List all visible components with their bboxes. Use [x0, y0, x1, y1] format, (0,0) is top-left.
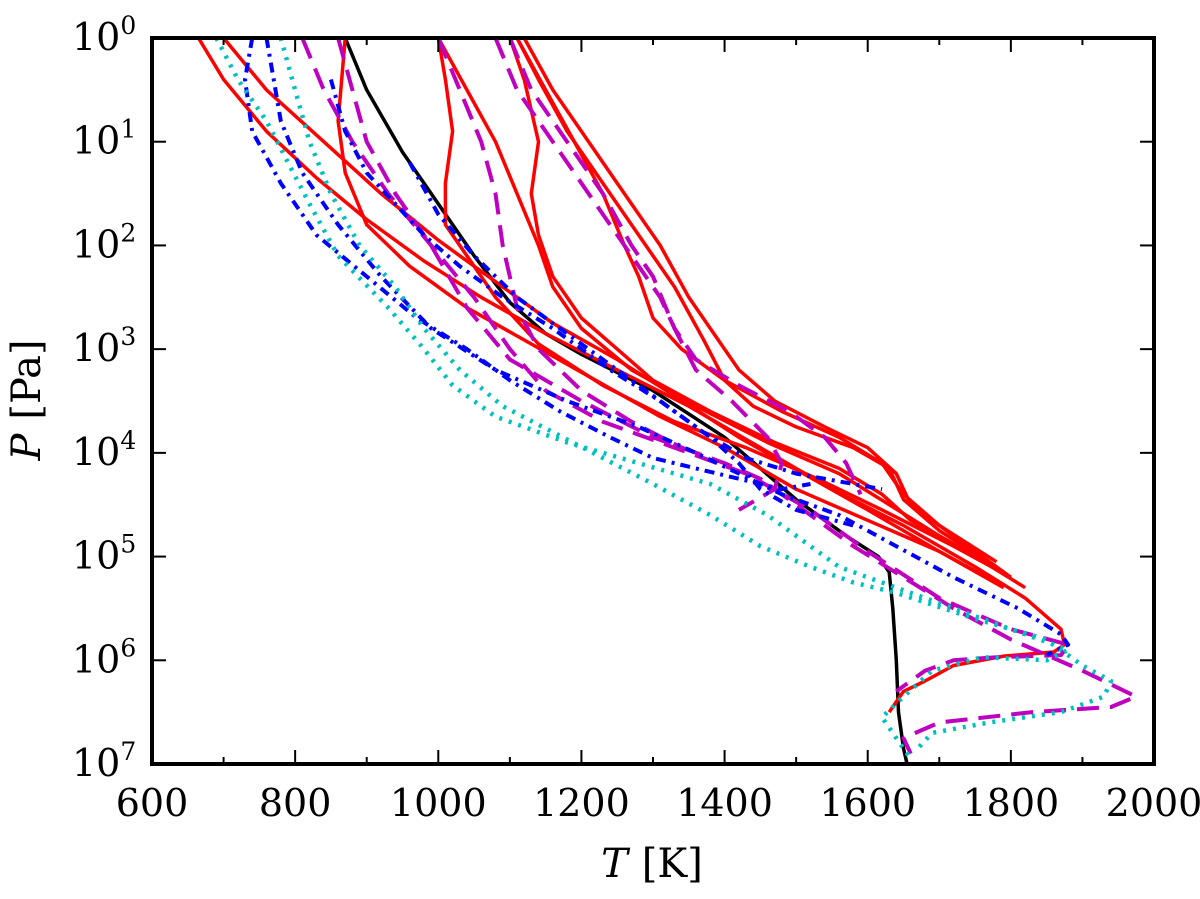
- y-tick-label: 101: [72, 115, 136, 163]
- x-tick-labels: 600 800 1000 1200 1400 1600 1800 2000: [116, 781, 1200, 825]
- series-line-blue-2: [243, 38, 811, 492]
- x-tick-label: 1000: [390, 781, 487, 825]
- x-tick-label: 1600: [819, 781, 916, 825]
- x-tick-label: 600: [116, 781, 189, 825]
- series-line-magenta-5: [508, 38, 784, 512]
- series-line-magenta-4: [436, 38, 683, 450]
- y-tick-label: 103: [72, 322, 136, 370]
- series-line-blue-4: [407, 161, 854, 528]
- plot-background: [152, 38, 1154, 764]
- series-line-red-2: [222, 38, 998, 585]
- y-tick-exponent: 3: [120, 322, 136, 351]
- series-line-red-4: [436, 38, 1012, 579]
- y-tick-exponent: 2: [120, 218, 136, 247]
- y-tick-base: 10: [72, 326, 120, 370]
- y-tick-base: 10: [72, 15, 120, 59]
- x-tick-label: 800: [259, 781, 332, 825]
- series-line-reference: [343, 38, 909, 764]
- y-tick-base: 10: [72, 119, 120, 163]
- y-tick-exponent: 7: [120, 737, 136, 766]
- y-axis-symbol: P: [4, 433, 50, 462]
- y-tick-base: 10: [72, 430, 120, 474]
- y-tick-label: 107: [72, 737, 136, 785]
- x-axis-unit: [K]: [642, 841, 703, 887]
- y-tick-label: 104: [72, 426, 136, 474]
- y-tick-label: 100: [72, 11, 136, 59]
- y-tick-label: 102: [72, 218, 136, 266]
- x-tick-label: 2000: [1106, 781, 1200, 825]
- y-tick-exponent: 4: [120, 426, 136, 455]
- y-tick-base: 10: [72, 637, 120, 681]
- y-tick-exponent: 0: [120, 11, 136, 40]
- y-tick-label: 106: [72, 633, 136, 681]
- x-axis-label: T [K]: [601, 841, 703, 887]
- x-tick-label: 1400: [676, 781, 773, 825]
- series-line-blue-1: [264, 38, 1071, 657]
- series-line-red-3: [336, 38, 1005, 590]
- y-tick-base: 10: [72, 534, 120, 578]
- y-tick-base: 10: [72, 222, 120, 266]
- series-line-cyan-1: [214, 38, 1071, 761]
- y-axis-label: P [Pa]: [4, 339, 50, 461]
- series-line-red-9: [436, 38, 1005, 574]
- x-tick-label: 1200: [533, 781, 630, 825]
- plot-frame: [150, 36, 1156, 766]
- x-tick-label: 1800: [962, 781, 1059, 825]
- y-tick-exponent: 5: [120, 530, 136, 559]
- y-tick-label: 105: [72, 530, 136, 578]
- series-line-magenta-2: [336, 38, 1139, 755]
- y-tick-base: 10: [72, 741, 120, 785]
- y-tick-exponent: 1: [120, 115, 136, 144]
- y-tick-exponent: 6: [120, 633, 136, 662]
- y-axis-unit: [Pa]: [4, 339, 50, 419]
- series-line-cyan-2: [278, 38, 1114, 750]
- series-layer: [197, 38, 1139, 764]
- x-axis-symbol: T: [601, 841, 631, 887]
- series-line-red-8: [515, 38, 998, 564]
